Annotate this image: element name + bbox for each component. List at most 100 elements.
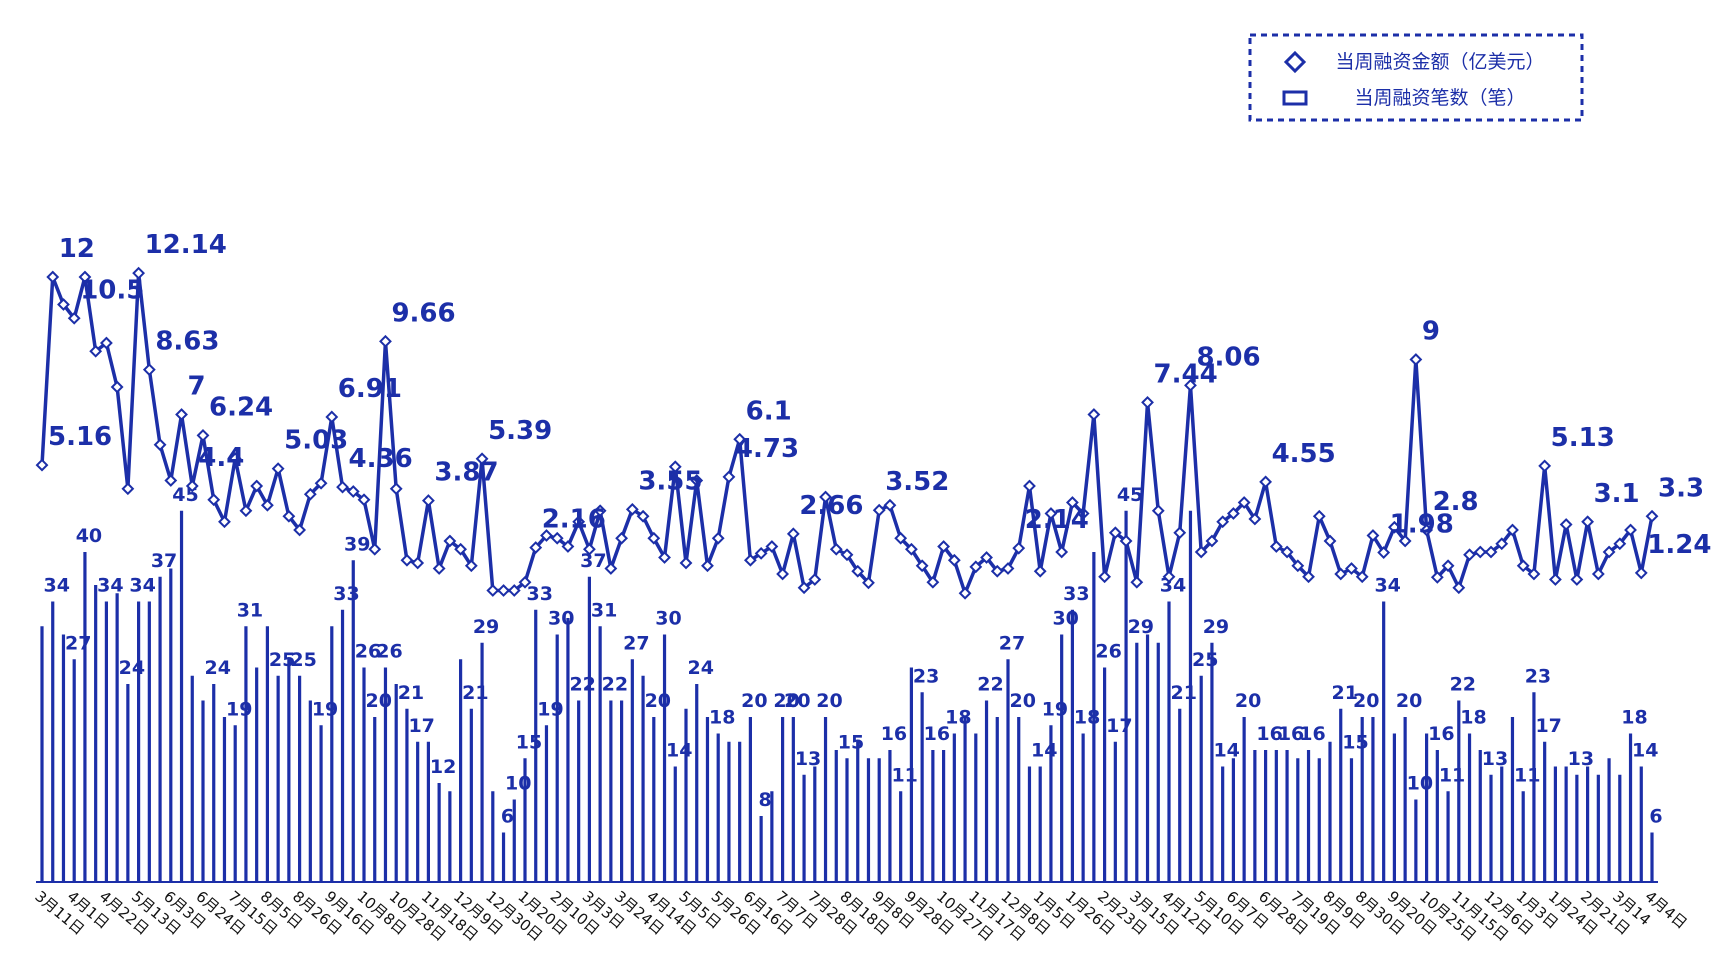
amount-marker [1624, 523, 1637, 537]
line-value-label: 6.91 [338, 374, 402, 404]
line-value-label: 6.1 [746, 396, 792, 426]
bar-value-label: 17 [1106, 715, 1132, 737]
amount-marker [851, 564, 865, 578]
bar-value-label: 18 [1074, 707, 1100, 729]
amount-marker [1366, 529, 1380, 542]
amount-marker [690, 474, 704, 487]
amount-marker [1098, 570, 1112, 584]
amount-marker [464, 559, 478, 573]
bar [40, 626, 44, 882]
bar-value-label: 16 [1299, 723, 1325, 745]
bar [952, 733, 956, 882]
bar-value-label: 37 [580, 550, 606, 572]
amount-marker [1538, 459, 1552, 473]
amount-marker [1355, 570, 1369, 584]
bar-value-label: 26 [1095, 641, 1121, 663]
line-value-label: 3.87 [434, 458, 498, 488]
bar [630, 659, 634, 882]
bar [1639, 766, 1643, 882]
bar [1113, 741, 1117, 882]
bar-value-label: 30 [1052, 608, 1078, 630]
bar [781, 717, 785, 882]
bar [287, 659, 291, 882]
bar [695, 684, 699, 882]
legend-swatch [1283, 50, 1307, 74]
amount-marker [1570, 573, 1584, 586]
bar-value-label: 20 [1235, 690, 1261, 712]
bar-value-label: 19 [226, 698, 252, 720]
bar-value-label: 20 [816, 690, 842, 712]
bar [1478, 750, 1482, 882]
bar-value-label: 13 [1568, 748, 1594, 770]
amount-marker [1581, 515, 1595, 529]
amount-marker [561, 540, 575, 553]
bar [265, 626, 269, 882]
bar [802, 774, 806, 882]
amount-marker [797, 581, 811, 595]
amount-marker [132, 266, 146, 280]
amount-marker [1044, 507, 1058, 520]
bar-value-label: 11 [891, 764, 917, 786]
bar [1006, 659, 1010, 882]
amount-marker [904, 542, 918, 556]
bar-value-label: 25 [269, 649, 295, 671]
amount-marker [969, 560, 983, 574]
bar [1167, 601, 1171, 882]
bar [791, 717, 795, 882]
bar [641, 675, 645, 882]
bar-value-label: 39 [344, 533, 370, 555]
bar [716, 733, 720, 882]
bar-value-label: 34 [1374, 575, 1400, 597]
amount-marker [239, 504, 253, 518]
line-value-label: 3.3 [1658, 473, 1704, 503]
bar [1188, 510, 1193, 882]
bar [469, 708, 473, 882]
bar-value-label: 31 [237, 599, 263, 621]
bar [416, 741, 420, 882]
amount-marker [228, 452, 242, 465]
bar [1553, 766, 1557, 882]
amount-marker [1033, 564, 1047, 578]
amount-marker [454, 542, 468, 556]
bar [1596, 774, 1600, 882]
amount-marker [1023, 479, 1036, 493]
bar-value-label: 33 [527, 583, 553, 605]
amount-marker [711, 531, 725, 545]
bar [1618, 774, 1622, 882]
bar [319, 725, 323, 882]
amount-marker [35, 458, 49, 472]
bar [362, 667, 366, 882]
amount-marker [1430, 570, 1444, 584]
amount-marker [604, 562, 618, 575]
amount-marker [325, 410, 339, 424]
bar [448, 791, 452, 882]
line-value-label: 9.66 [391, 298, 455, 328]
amount-marker [196, 428, 210, 442]
bar-value-label: 14 [1213, 740, 1239, 762]
bar [512, 799, 516, 882]
bar [1489, 774, 1493, 882]
amount-marker [1473, 545, 1487, 559]
bar-value-label: 29 [1203, 616, 1229, 638]
line-value-label: 9 [1422, 317, 1440, 347]
amount-marker [1130, 575, 1144, 589]
amount-marker [776, 567, 790, 581]
bar-value-label: 21 [1332, 682, 1358, 704]
bar-value-label: 34 [44, 575, 70, 597]
amount-marker [915, 559, 929, 573]
bar [555, 634, 559, 882]
bar [1575, 774, 1579, 882]
amount-marker [1076, 507, 1090, 520]
bar [1060, 634, 1064, 882]
bar-value-label: 29 [473, 616, 499, 638]
line-value-label: 4.4 [198, 443, 244, 473]
amount-marker [1055, 545, 1069, 559]
amount-marker [926, 575, 940, 589]
bar [759, 816, 763, 882]
amount-marker [443, 534, 457, 548]
bar-value-label: 15 [838, 731, 864, 753]
amount-marker [883, 498, 897, 512]
bar [115, 593, 119, 882]
bar-value-label: 19 [537, 698, 563, 720]
bar [137, 601, 141, 882]
